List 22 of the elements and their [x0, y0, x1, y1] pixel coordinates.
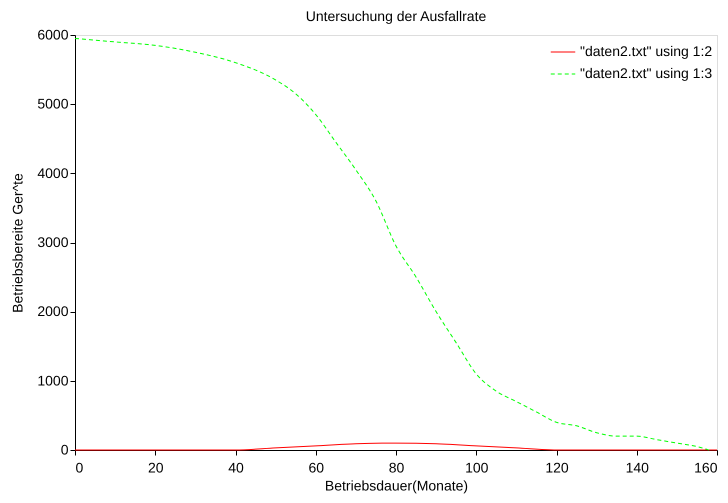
x-tick-label: 140	[626, 460, 650, 476]
y-tick-label: 0	[60, 442, 69, 458]
x-tick-label: 0	[76, 460, 84, 476]
y-tick-label: 3000	[37, 234, 69, 250]
x-tick-label: 120	[545, 460, 569, 476]
x-tick-label: 20	[148, 460, 164, 476]
y-tick-label: 5000	[37, 96, 69, 112]
x-tick-label: 80	[388, 460, 404, 476]
x-axis-title: Betriebsdauer(Monate)	[324, 478, 468, 494]
x-tick-label: 100	[465, 460, 489, 476]
line-series	[74, 38, 710, 450]
legend-label: "daten2.txt" using 1:2	[580, 43, 712, 59]
y-tick-label: 4000	[37, 164, 69, 181]
y-tick-label: 6000	[37, 26, 69, 42]
y-tick-label: 2000	[37, 303, 69, 320]
x-tick-label: 40	[228, 460, 244, 476]
y-axis-title: Betriebsbereite Ger^te	[9, 172, 26, 313]
x-tick-label: 160	[694, 460, 718, 476]
x-tick-label: 60	[308, 460, 324, 476]
y-tick-label: 1000	[37, 372, 69, 388]
legend-label: "daten2.txt" using 1:3	[580, 65, 712, 81]
chart-title: Untersuchung der Ausfallrate	[306, 8, 486, 24]
